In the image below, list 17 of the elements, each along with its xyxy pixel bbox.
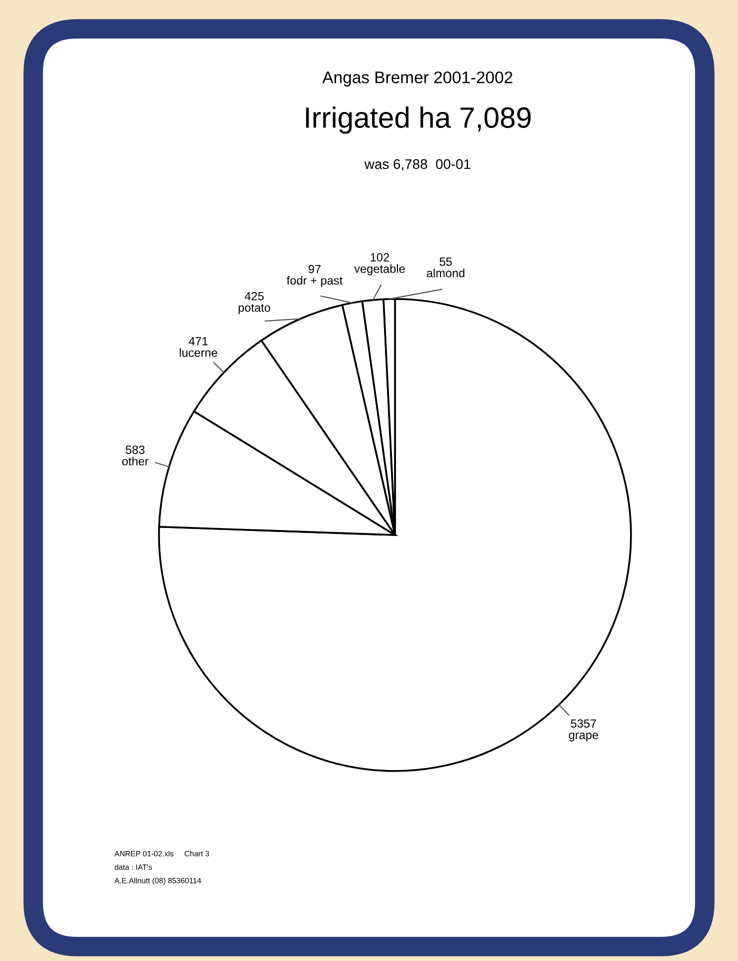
slice-label: almond [426,268,464,278]
data-label: 471 [188,337,208,346]
slice-label: lucerne [180,348,218,357]
slice-label: potato [238,304,270,314]
text: was 6,788 00-01 [364,159,470,171]
slice-label: grape [568,732,598,742]
slice-label: fodr + past [286,276,343,287]
slice-label: vegetable [354,264,405,276]
data-label: 425 [244,292,264,300]
data-label: 102 [370,253,389,262]
data-label: 55 [440,258,452,266]
data-label: 97 [308,264,321,274]
data-label: 5357 [570,719,596,728]
chart-subtitle: Irrigated ha 7,089 [306,106,531,134]
chart-title: Angas Bremer 2001-2002 [322,71,512,87]
slice-label: other [122,456,148,466]
data-label: 583 [126,446,145,454]
